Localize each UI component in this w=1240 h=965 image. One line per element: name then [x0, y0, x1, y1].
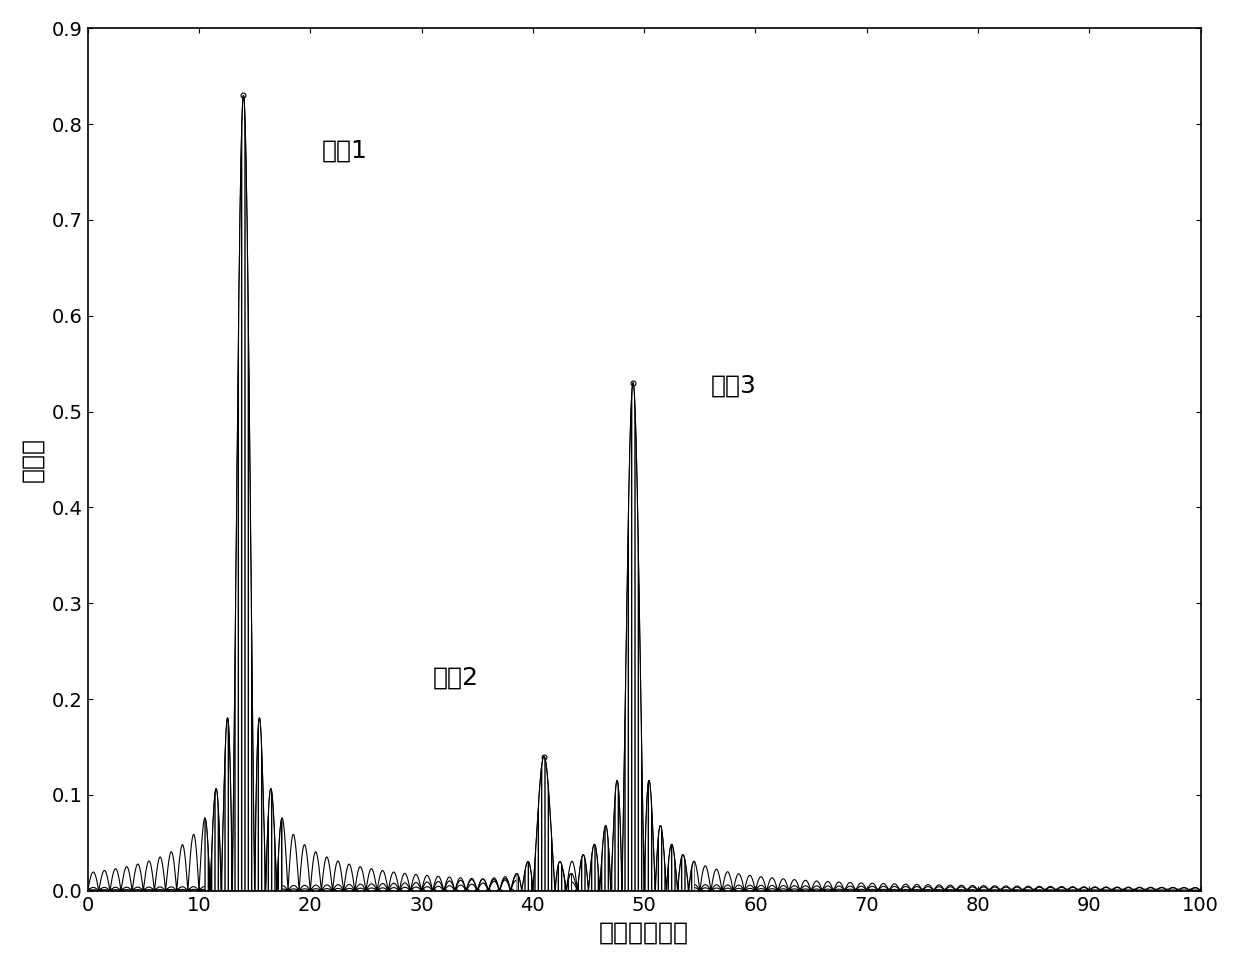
Text: 路劄3: 路劄3 [711, 373, 756, 398]
Text: 路劄1: 路劄1 [321, 139, 367, 163]
Text: 路劄2: 路劄2 [433, 666, 479, 690]
X-axis label: 空域信道序号: 空域信道序号 [599, 921, 689, 944]
Y-axis label: 幅度値: 幅度値 [21, 437, 45, 482]
